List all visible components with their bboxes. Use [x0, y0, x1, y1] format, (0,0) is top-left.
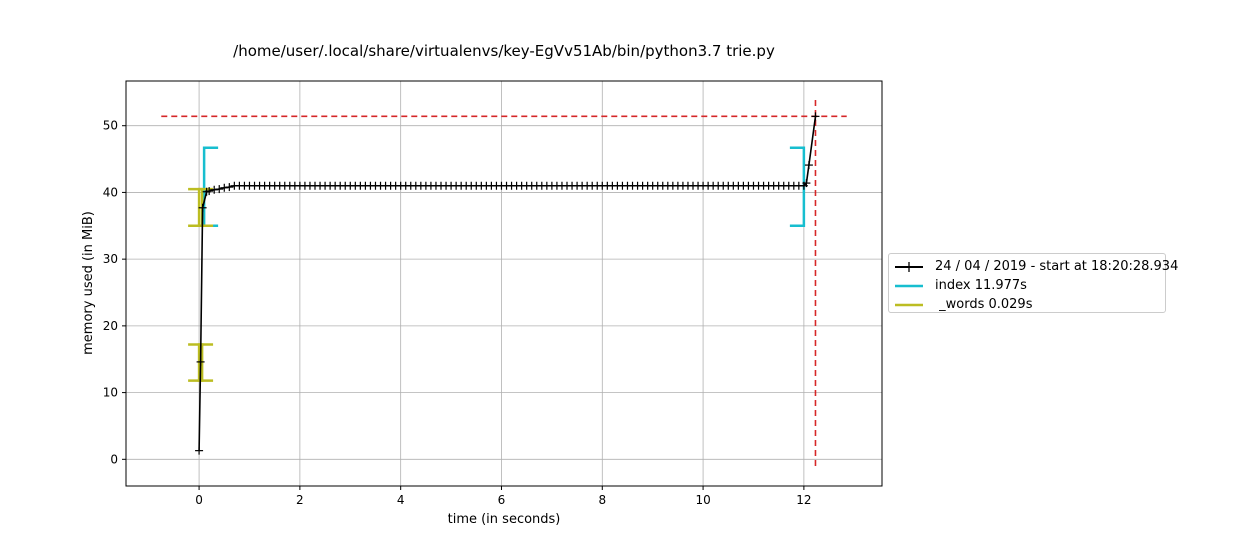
bracket-start — [202, 146, 219, 228]
max-lines — [161, 99, 847, 466]
legend: 24 / 04 / 2019 - start at 18:20:28.934 i… — [888, 253, 1178, 314]
bracket-start — [197, 343, 214, 382]
legend-key-index — [895, 279, 923, 293]
x-tick-label: 2 — [296, 493, 304, 507]
y-tick-label: 50 — [103, 119, 118, 133]
bracket-end — [188, 343, 204, 382]
legend-label: index 11.977s — [935, 278, 1027, 293]
x-tick-label: 10 — [695, 493, 710, 507]
x-axis-ticks: 0 2 4 6 8 10 12 — [195, 486, 812, 507]
y-axis-label: memory used (in MiB) — [81, 211, 96, 355]
data-point — [811, 112, 820, 121]
y-tick-label: 10 — [103, 386, 118, 400]
y-tick-label: 20 — [103, 319, 118, 333]
memory-series — [195, 112, 820, 455]
legend-item-words: _words 0.029s — [895, 295, 1165, 314]
bracket-end — [789, 146, 806, 228]
plot-frame — [125, 80, 883, 487]
x-tick-label: 12 — [796, 493, 811, 507]
data-point — [802, 179, 811, 188]
legend-item-index: index 11.977s — [895, 276, 1165, 295]
y-tick-label: 30 — [103, 252, 118, 266]
y-tick-label: 40 — [103, 185, 118, 199]
data-point — [205, 187, 214, 196]
data-point — [225, 183, 234, 192]
data-point — [210, 185, 219, 194]
legend-key-words — [895, 298, 923, 312]
grid-lines — [126, 81, 882, 486]
data-point — [220, 183, 229, 192]
legend-label: 24 / 04 / 2019 - start at 18:20:28.934 — [935, 259, 1179, 274]
x-axis-label: time (in seconds) — [448, 512, 561, 527]
y-tick-label: 0 — [110, 452, 118, 466]
data-point — [198, 203, 207, 212]
legend-key-series — [895, 260, 923, 274]
data-point — [196, 357, 205, 366]
data-point — [804, 161, 813, 170]
chart-title: /home/user/.local/share/virtualenvs/key-… — [233, 42, 775, 60]
y-axis-ticks: 0 10 20 30 40 50 — [103, 119, 126, 466]
data-point — [195, 446, 204, 455]
legend-item-series: 24 / 04 / 2019 - start at 18:20:28.934 — [895, 257, 1178, 276]
legend-label: _words 0.029s — [935, 297, 1033, 312]
x-tick-label: 4 — [397, 493, 405, 507]
data-point — [215, 185, 224, 194]
x-tick-label: 8 — [598, 493, 606, 507]
x-tick-label: 6 — [498, 493, 506, 507]
memory-line — [198, 116, 817, 451]
x-tick-label: 0 — [195, 493, 203, 507]
